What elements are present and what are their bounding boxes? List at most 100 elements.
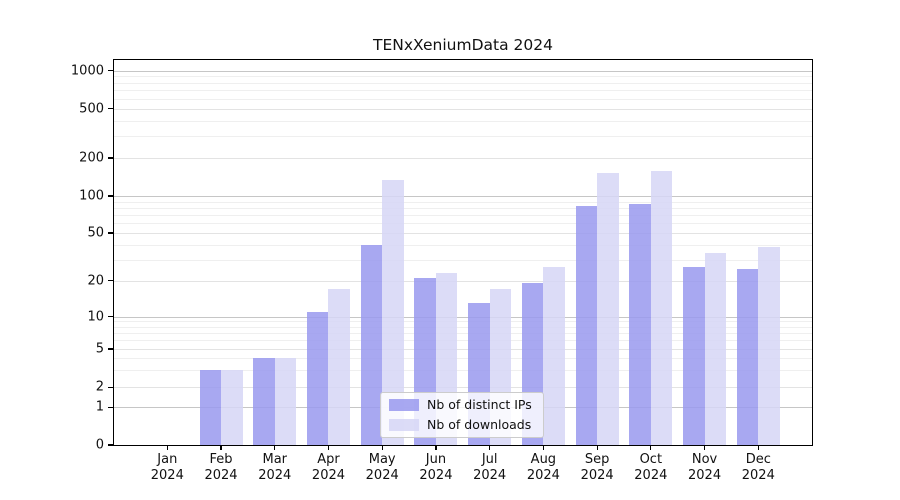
x-tick-label: Aug 2024 xyxy=(526,452,560,483)
bar xyxy=(543,267,565,445)
legend-label: Nb of downloads xyxy=(427,417,532,432)
y-tick-label: 1000 xyxy=(70,63,104,78)
x-tick-mark xyxy=(703,445,706,450)
x-tick-label: Sep 2024 xyxy=(580,452,614,483)
bar xyxy=(382,180,404,445)
legend-swatch-downloads-icon xyxy=(389,418,419,431)
gridline xyxy=(114,215,812,217)
gridline xyxy=(114,259,812,261)
gridline xyxy=(114,280,812,282)
gridline xyxy=(114,358,812,360)
x-tick-label: Jan 2024 xyxy=(150,452,184,483)
y-tick-label: 100 xyxy=(79,188,104,204)
x-tick-label: Jul 2024 xyxy=(473,452,507,483)
gridline xyxy=(114,326,812,328)
y-tick-mark xyxy=(108,386,114,388)
gridline xyxy=(114,321,812,323)
x-tick-label: Feb 2024 xyxy=(204,452,238,483)
gridline xyxy=(114,82,812,84)
bar xyxy=(575,205,598,445)
y-tick-label: 1 xyxy=(95,399,104,415)
bar xyxy=(306,311,329,445)
gridline xyxy=(114,158,812,159)
x-tick-mark xyxy=(274,445,276,450)
bar xyxy=(736,269,759,445)
gridline xyxy=(114,207,812,209)
y-tick-mark xyxy=(108,348,114,350)
x-tick-mark xyxy=(220,445,222,450)
x-tick-mark xyxy=(757,445,759,450)
bar xyxy=(360,244,383,445)
x-tick-mark xyxy=(542,445,544,450)
x-tick-label: Nov 2024 xyxy=(688,452,722,483)
bar xyxy=(328,289,350,445)
legend-label: Nb of distinct IPs xyxy=(427,397,532,412)
gridline xyxy=(114,90,812,92)
gridline xyxy=(114,108,812,110)
gridline xyxy=(114,70,812,72)
gridline xyxy=(114,333,812,335)
gridline xyxy=(114,98,812,100)
plot-area xyxy=(114,60,812,445)
y-tick-label: 200 xyxy=(79,150,104,166)
gridline xyxy=(114,136,812,138)
x-tick-mark xyxy=(435,445,437,450)
gridline xyxy=(114,244,812,246)
y-tick-mark xyxy=(108,232,114,234)
y-tick-mark xyxy=(108,280,114,282)
gridline xyxy=(114,223,812,225)
x-tick-mark xyxy=(381,445,383,450)
y-tick-label: 20 xyxy=(87,273,104,289)
legend: Nb of distinct IPs Nb of downloads xyxy=(380,391,544,438)
bar xyxy=(683,267,705,445)
gridline xyxy=(114,370,812,372)
gridline xyxy=(114,196,812,197)
x-tick-label: Jun 2024 xyxy=(419,452,453,483)
y-tick-label: 50 xyxy=(87,225,104,241)
y-tick-mark xyxy=(108,315,114,318)
y-tick-mark xyxy=(108,157,114,159)
gridline xyxy=(114,120,812,122)
bar xyxy=(253,358,275,445)
bar xyxy=(274,358,297,445)
y-tick-label: 2 xyxy=(95,379,104,395)
chart-title: TENxXeniumData 2024 xyxy=(373,36,553,54)
gridline xyxy=(114,387,812,389)
y-tick-mark xyxy=(108,444,114,446)
x-tick-label: Mar 2024 xyxy=(258,452,292,483)
y-tick-label: 10 xyxy=(87,309,104,324)
y-tick-label: 500 xyxy=(79,101,104,116)
bar xyxy=(199,370,222,445)
gridline xyxy=(114,76,812,78)
bar xyxy=(629,204,651,445)
y-tick-mark xyxy=(108,406,114,408)
x-tick-mark xyxy=(166,445,168,450)
bar xyxy=(704,253,727,445)
y-tick-mark xyxy=(108,107,114,110)
x-tick-label: Apr 2024 xyxy=(311,452,346,483)
legend-item-distinct-ips: Nb of distinct IPs xyxy=(389,397,535,412)
bar xyxy=(221,370,243,445)
x-tick-mark xyxy=(327,445,330,450)
gridline xyxy=(114,233,812,234)
x-tick-mark xyxy=(596,445,598,450)
bar xyxy=(650,171,673,445)
x-tick-mark xyxy=(650,445,652,450)
y-tick-mark xyxy=(108,195,114,197)
y-tick-label: 5 xyxy=(95,341,104,357)
gridline xyxy=(114,349,812,350)
bar xyxy=(758,247,780,445)
x-tick-label: Dec 2024 xyxy=(741,452,775,483)
legend-swatch-distinct-ips-icon xyxy=(389,398,419,411)
y-tick-mark xyxy=(108,69,114,72)
gridline xyxy=(114,340,812,342)
gridline xyxy=(114,316,812,318)
y-tick-label: 0 xyxy=(95,437,104,453)
x-tick-mark xyxy=(489,445,491,450)
x-tick-label: May 2024 xyxy=(365,452,399,483)
bar xyxy=(597,173,619,445)
legend-item-downloads: Nb of downloads xyxy=(389,417,535,432)
x-tick-label: Oct 2024 xyxy=(634,452,668,483)
gridline xyxy=(114,201,812,203)
